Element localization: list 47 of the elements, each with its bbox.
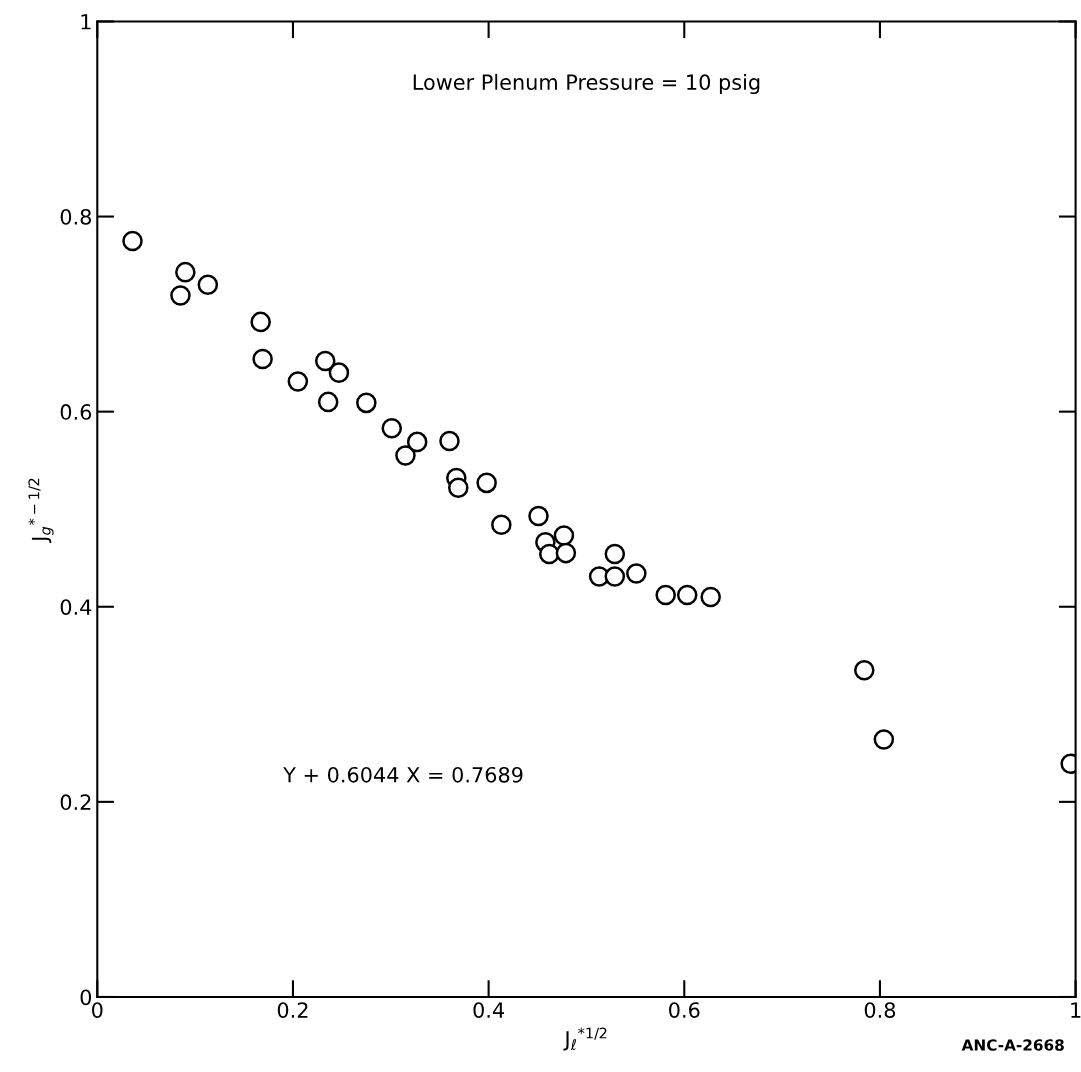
- point: [122, 230, 143, 252]
- point: [252, 348, 273, 370]
- y-tick-label: 0.4: [60, 599, 92, 615]
- point: [491, 514, 512, 536]
- point: [328, 362, 350, 383]
- y-tick-label: 0.8: [60, 209, 91, 225]
- point: [197, 274, 219, 296]
- annotation: Y + 0.6044 X = 0.7689: [283, 766, 523, 783]
- point: [406, 431, 428, 453]
- y-tick-label: 0: [80, 989, 92, 1006]
- x-tick-label: 0.8: [864, 1002, 896, 1018]
- x-tick-label: 0.6: [669, 1002, 700, 1018]
- point: [170, 285, 191, 306]
- x-tick-label: 0.4: [473, 1002, 505, 1018]
- x-axis-title: J$_{ℓ}$$^{*1/2}$: [563, 1027, 607, 1051]
- point: [439, 430, 460, 452]
- point: [250, 311, 271, 333]
- text: ANC-A-2668: [961, 1039, 1064, 1051]
- point: [287, 371, 309, 392]
- point: [700, 586, 721, 608]
- point: [356, 392, 377, 414]
- point: [604, 543, 626, 565]
- point: [314, 350, 336, 372]
- point: [655, 584, 676, 606]
- point: [854, 659, 875, 681]
- point: [604, 566, 626, 587]
- point: [317, 391, 339, 413]
- point: [538, 543, 560, 565]
- point: [555, 542, 577, 564]
- point: [381, 417, 403, 439]
- point: [395, 445, 416, 466]
- x-tick-label: 1: [1071, 1002, 1081, 1018]
- point: [626, 563, 647, 584]
- point: [175, 261, 196, 283]
- point: [676, 584, 698, 606]
- x-tick-label: 0: [92, 1002, 103, 1018]
- point: [528, 505, 549, 527]
- x-tick-label: 0.2: [277, 1002, 308, 1018]
- y-tick-label: 0.6: [60, 404, 92, 420]
- point: [476, 472, 497, 494]
- point: [553, 525, 575, 546]
- point: [873, 729, 895, 750]
- y-tick-label: 1: [81, 14, 91, 30]
- point: [448, 477, 469, 499]
- annotation: Lower Plenum Pressure = 10 psig: [413, 73, 760, 95]
- y-axis-title: J$_{g}$$^{*−1/2}$: [28, 478, 54, 543]
- y-tick-label: 0.2: [60, 794, 91, 811]
